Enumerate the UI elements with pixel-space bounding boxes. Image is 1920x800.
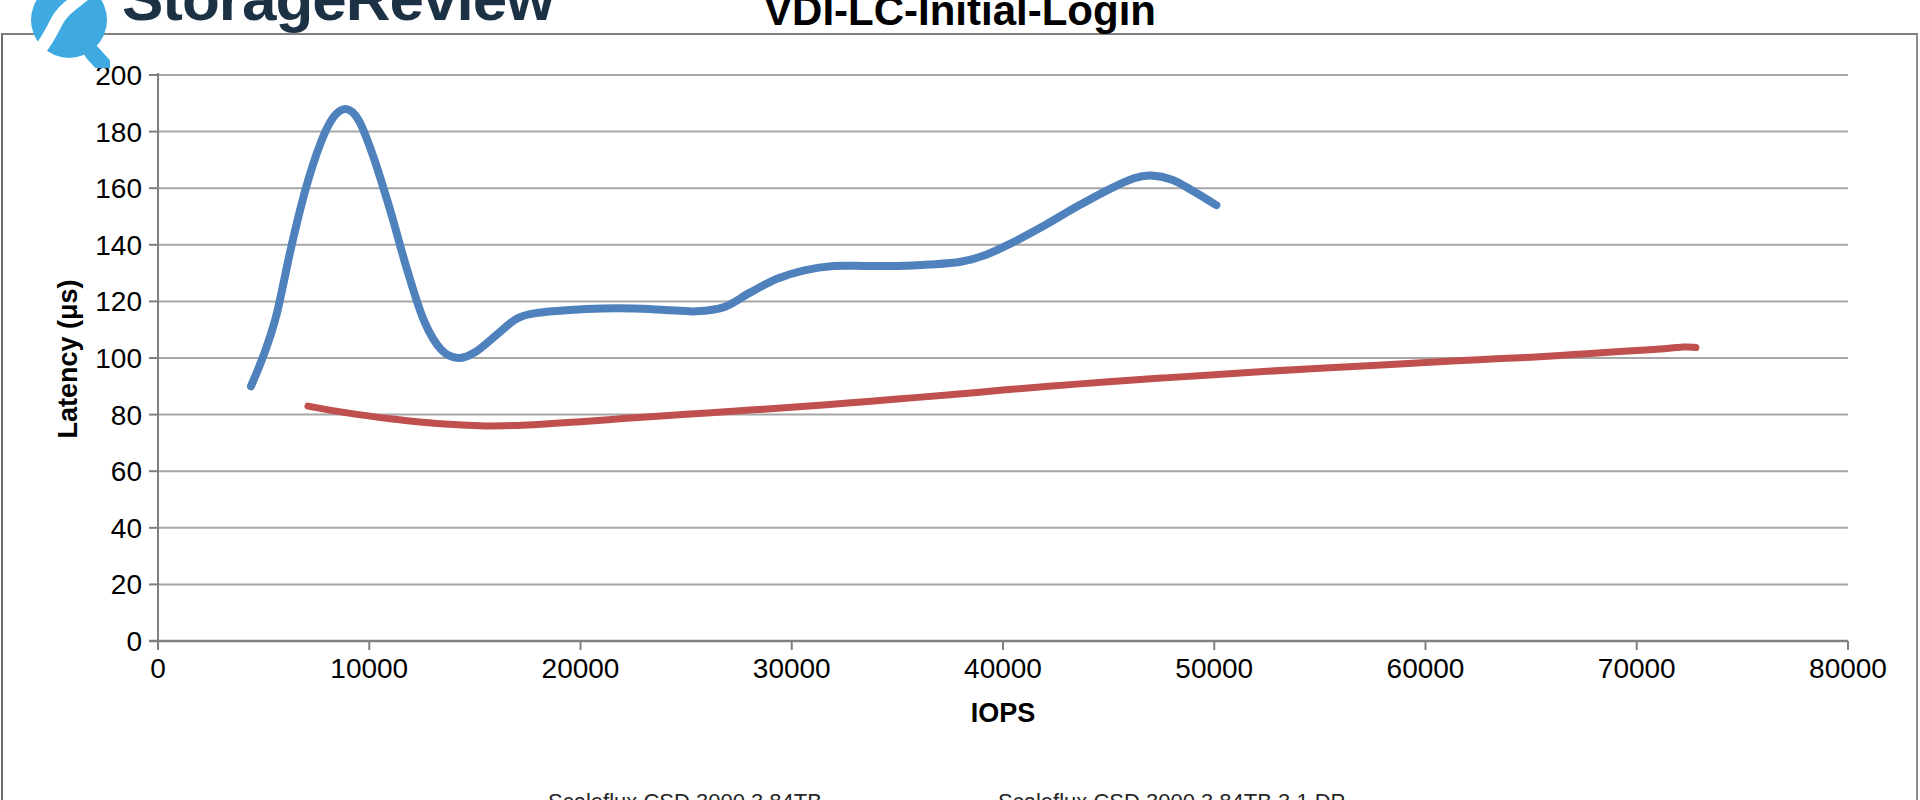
- y-tick-label-140: 140: [95, 230, 142, 261]
- y-tick-label-100: 100: [95, 343, 142, 374]
- y-tick-label-40: 40: [111, 513, 142, 544]
- legend-label-csd3000: Scaleflux CSD 3000 3.84TB: [548, 790, 822, 800]
- x-tick-label-70000: 70000: [1598, 653, 1676, 684]
- y-tick-label-0: 0: [126, 626, 142, 657]
- y-axis-title: Latency (μs): [53, 199, 83, 519]
- chart-legend: Scaleflux CSD 3000 3.84TB Scaleflux CSD …: [0, 790, 1920, 800]
- legend-label-csd3000-31dp: Scaleflux CSD 3000 3.84TB 3.1 DP: [998, 790, 1345, 800]
- series-line-0: [251, 109, 1216, 386]
- x-tick-label-80000: 80000: [1809, 653, 1887, 684]
- chart-page: StorageReview VDI-LC-Initial-Login 01000…: [0, 0, 1920, 800]
- x-tick-label-50000: 50000: [1175, 653, 1253, 684]
- y-tick-label-80: 80: [111, 400, 142, 431]
- chart-title: VDI-LC-Initial-Login: [0, 0, 1920, 32]
- chart-plot: 0 10000 20000 30000 40000 50000 60000 70000 8000…: [0, 0, 1920, 800]
- x-tick-label-30000: 30000: [753, 653, 831, 684]
- y-tick-label-180: 180: [95, 117, 142, 148]
- y-tick-label-60: 60: [111, 456, 142, 487]
- y-tick-label-160: 160: [95, 173, 142, 204]
- x-tick-label-40000: 40000: [964, 653, 1042, 684]
- x-tick-label-60000: 60000: [1387, 653, 1465, 684]
- legend-item-csd3000: Scaleflux CSD 3000 3.84TB: [490, 790, 822, 800]
- y-tick-label-20: 20: [111, 569, 142, 600]
- x-tick-label-10000: 10000: [330, 653, 408, 684]
- x-axis-title: IOPS: [903, 698, 1103, 729]
- y-tick-label-120: 120: [95, 286, 142, 317]
- x-tick-label-20000: 20000: [542, 653, 620, 684]
- x-tick-label-0: 0: [150, 653, 166, 684]
- legend-item-csd3000-31dp: Scaleflux CSD 3000 3.84TB 3.1 DP: [940, 790, 1345, 800]
